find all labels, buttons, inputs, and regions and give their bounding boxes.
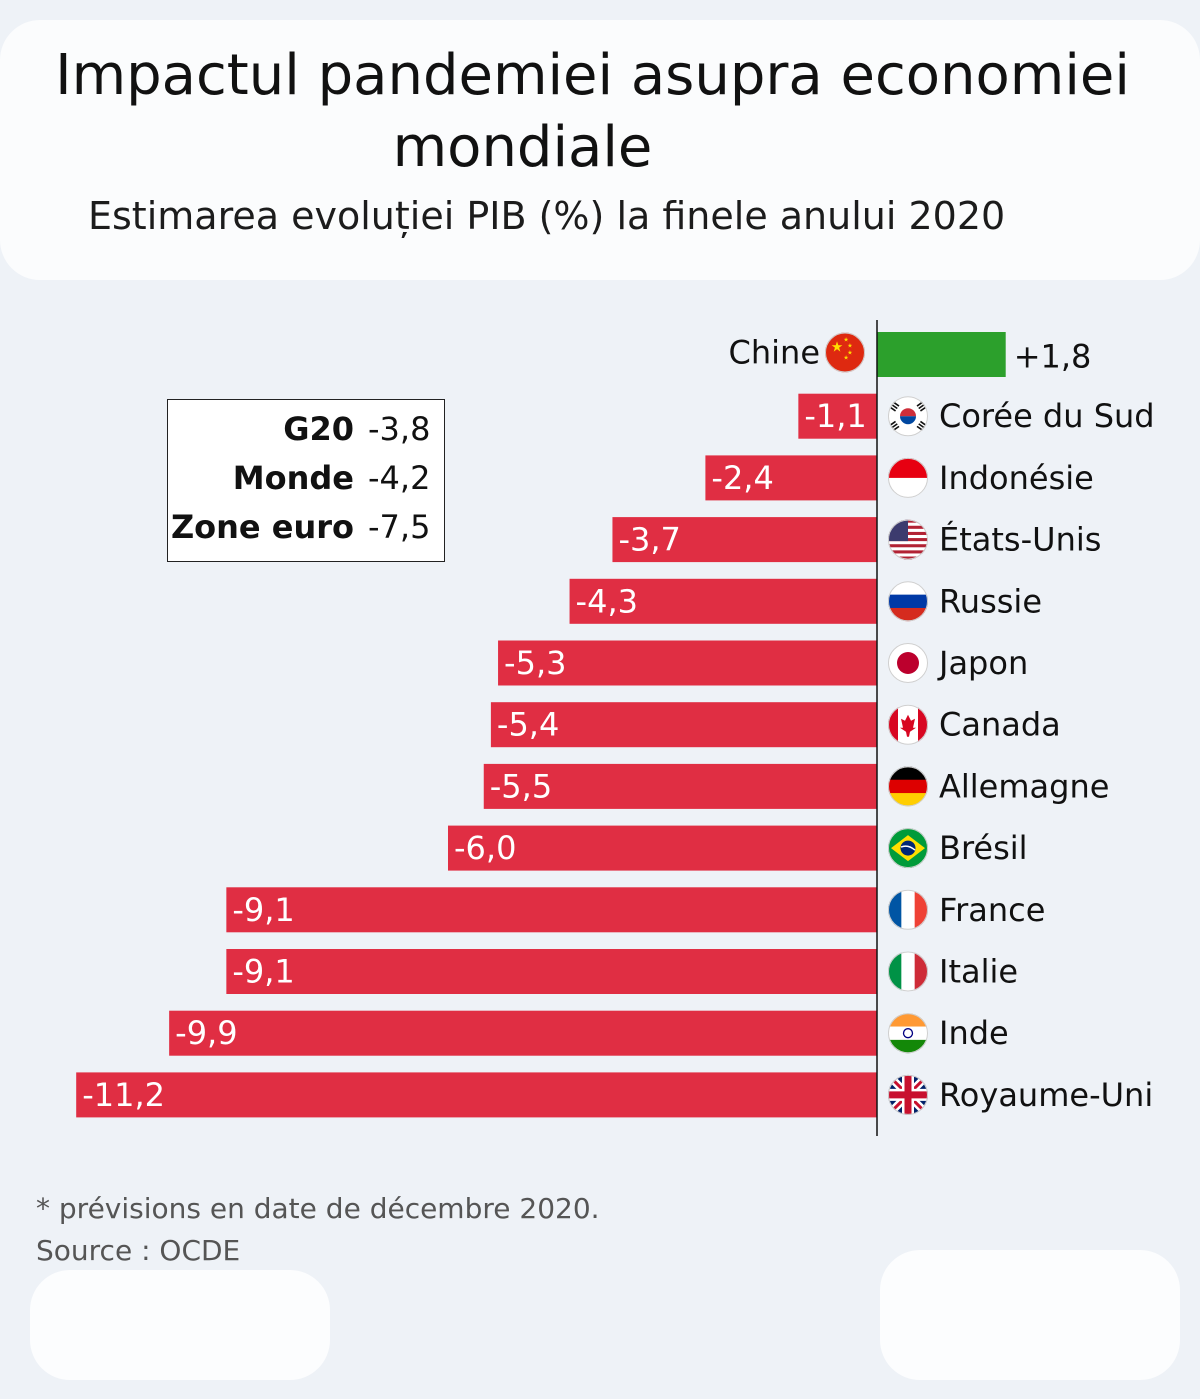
bar [569,578,877,624]
bar [705,455,877,501]
background-patch [880,1250,1180,1380]
data-label: -1,1 [804,397,866,435]
bar [76,1072,877,1118]
summary-row-zone-euro: Zone euro -7,5 [168,502,444,550]
flag-brazil-icon [888,828,928,869]
bar [226,887,878,933]
svg-text:★: ★ [843,355,848,362]
category-label: Brésil [939,829,1028,867]
data-label: -2,4 [711,459,773,497]
data-label: -4,3 [576,582,638,620]
flag-indonesia-icon [888,457,928,498]
flag-france-icon [888,889,928,930]
flag-russia-icon [888,581,928,622]
flag-uk-icon [888,1074,928,1115]
summary-value: -7,5 [368,508,431,546]
summary-value: -4,2 [368,459,431,497]
category-label: Chine [729,334,820,372]
bar [169,1010,877,1056]
bar [448,825,877,871]
data-label: -3,7 [618,521,680,559]
background-patch [0,20,1200,280]
data-label: -6,0 [454,829,516,867]
bar [483,763,877,809]
background-patch [30,1270,330,1380]
summary-label: Zone euro [170,508,354,546]
category-label: Royaume-Uni [939,1076,1153,1114]
summary-box: G20 -3,8 Monde -4,2 Zone euro -7,5 [167,399,445,562]
summary-row-g20: G20 -3,8 [168,404,444,452]
svg-text:★: ★ [847,350,852,357]
data-label: -9,9 [175,1014,237,1052]
bar [226,949,878,994]
summary-label: G20 [283,410,354,448]
data-label: +1,8 [1014,338,1092,376]
bar [798,393,877,439]
footnote: * prévisions en date de décembre 2020. [36,1192,600,1225]
chart-subtitle: Estimarea evoluției PIB (%) la finele an… [88,194,1006,238]
svg-text:★: ★ [843,337,848,344]
data-label: -5,4 [497,706,559,744]
title-line-1: Impactul pandemiei asupra economiei [55,43,1130,108]
title-line-2: mondiale [392,115,653,180]
category-label: États-Unis [939,521,1101,559]
bar [490,702,877,748]
flag-japan-icon [888,643,928,683]
flag-china-icon: ★ ★★★★ [825,332,865,373]
flag-india-icon [888,1013,928,1054]
category-label: Russie [939,582,1042,620]
category-label: Inde [939,1014,1009,1052]
data-label: -11,2 [82,1076,165,1114]
bar [612,517,877,563]
bar [498,640,877,686]
category-label: Canada [939,706,1061,744]
svg-text:★: ★ [831,340,844,356]
svg-text:★: ★ [847,343,852,350]
data-label: -9,1 [232,953,294,991]
flag-south-korea-icon [888,396,928,437]
category-label: Allemagne [939,767,1109,805]
summary-label: Monde [232,459,354,497]
category-label: Indonésie [939,459,1094,497]
category-label: Corée du Sud [939,397,1155,435]
flag-canada-icon [888,704,928,745]
footnote-block: * prévisions en date de décembre 2020. S… [36,1188,600,1272]
category-label: France [939,891,1045,929]
chart-title: Impactul pandemiei asupra economiei mond… [0,40,1185,184]
category-label: Japon [937,644,1028,682]
data-label: -5,3 [504,644,566,682]
category-label: Italie [939,953,1018,991]
summary-value: -3,8 [368,410,431,448]
summary-row-monde: Monde -4,2 [168,453,444,501]
data-label: -9,1 [232,891,294,929]
data-label: -5,5 [490,767,552,805]
source: Source : OCDE [36,1234,241,1267]
flag-usa-icon [888,519,928,560]
flag-germany-icon [888,766,928,807]
bar-chart: +1,8★ ★★★★Chine-1,1 Corée du Sud-2,4 Indoné… [76,320,1155,1136]
bar [877,332,1006,377]
flag-italy-icon [888,951,928,992]
